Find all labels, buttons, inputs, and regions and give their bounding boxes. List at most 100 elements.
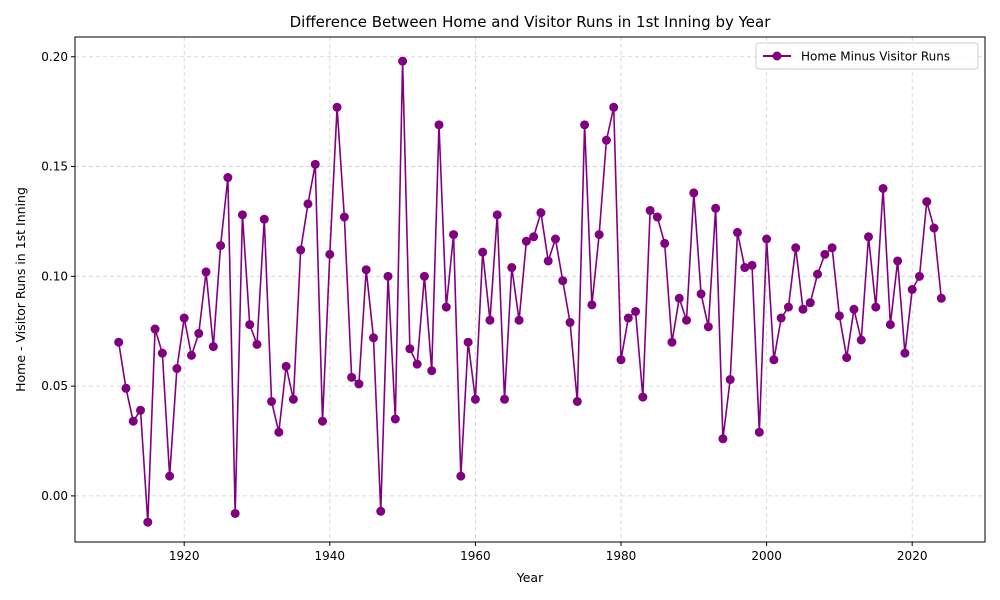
data-point [922, 197, 932, 207]
data-point [449, 230, 459, 240]
data-point [871, 302, 881, 312]
data-point [558, 276, 568, 286]
data-point [230, 508, 240, 518]
data-point [318, 416, 328, 426]
data-point [347, 372, 357, 382]
data-point [514, 315, 524, 325]
x-tick-label: 1940 [315, 549, 346, 563]
data-point [500, 394, 510, 404]
data-point [682, 315, 692, 325]
data-point [463, 337, 473, 347]
data-point [179, 313, 189, 323]
data-point [550, 234, 560, 244]
data-point [900, 348, 910, 358]
data-point [703, 322, 713, 332]
data-point [383, 271, 393, 281]
data-point [529, 232, 539, 242]
data-point [711, 203, 721, 213]
data-point [368, 333, 378, 343]
data-point [398, 56, 408, 66]
data-point [114, 337, 124, 347]
data-point [776, 313, 786, 323]
data-point [296, 245, 306, 255]
y-axis-label: Home - Visitor Runs in 1st Inning [13, 187, 28, 392]
plot-area-frame [74, 36, 986, 543]
data-point [405, 344, 415, 354]
series-line-group [114, 56, 946, 527]
data-point [281, 361, 291, 371]
x-axis-label: Year [516, 570, 544, 585]
data-point [208, 342, 218, 352]
data-point [769, 355, 779, 365]
data-point [813, 269, 823, 279]
data-point [288, 394, 298, 404]
data-point [580, 120, 590, 130]
data-point [361, 265, 371, 275]
x-tick-label: 2020 [897, 549, 928, 563]
data-point [521, 236, 531, 246]
data-point [390, 414, 400, 424]
legend-box [755, 42, 979, 70]
data-point [237, 210, 247, 220]
data-point [660, 238, 670, 248]
data-point [419, 271, 429, 281]
data-point [885, 320, 895, 330]
data-point [143, 517, 153, 527]
data-point [121, 383, 131, 393]
data-point [652, 212, 662, 222]
data-point [638, 392, 648, 402]
data-point [907, 285, 917, 294]
data-point [849, 304, 859, 314]
axis-ticks: 1920 1940 1960 1980 2000 2020 0.00 0.05 0.10 0.15… [41, 50, 927, 563]
y-tick-label: 0.00 [41, 489, 68, 503]
data-point [740, 263, 750, 273]
data-point [725, 375, 735, 385]
data-point [310, 159, 320, 169]
data-point [718, 434, 728, 444]
data-point [791, 243, 801, 253]
data-point [507, 263, 517, 273]
data-point [798, 304, 808, 314]
data-point [339, 212, 349, 222]
data-point [172, 364, 182, 374]
data-point [936, 293, 946, 303]
legend-marker-swatch [772, 51, 782, 61]
y-tick-label: 0.10 [41, 269, 68, 283]
data-point [805, 298, 815, 308]
data-point [732, 227, 742, 237]
data-point [747, 260, 757, 270]
data-point [645, 205, 655, 215]
data-point [674, 293, 684, 303]
data-point [434, 120, 444, 130]
data-point [245, 320, 255, 330]
data-point [929, 223, 939, 233]
y-tick-label: 0.20 [41, 50, 68, 64]
data-point [689, 188, 699, 198]
x-tick-label: 1920 [169, 549, 200, 563]
data-point [223, 173, 233, 183]
data-point [536, 208, 546, 218]
data-point [842, 353, 852, 363]
data-point [594, 230, 604, 240]
data-point [762, 234, 772, 244]
data-point [128, 416, 138, 426]
data-point [834, 311, 844, 321]
data-point [827, 243, 837, 253]
data-point [572, 396, 582, 406]
data-point [623, 313, 633, 323]
data-point [485, 315, 495, 325]
data-point [492, 210, 502, 220]
data-point [631, 306, 641, 316]
data-point [470, 394, 480, 404]
data-point [252, 339, 262, 349]
data-point [616, 355, 626, 365]
data-point [667, 337, 677, 347]
data-point [587, 300, 597, 310]
data-point [696, 289, 706, 299]
data-point [274, 427, 284, 437]
x-tick-label: 2000 [751, 549, 782, 563]
data-point [456, 471, 466, 481]
data-point [186, 350, 196, 360]
data-point [325, 249, 335, 259]
data-point [165, 471, 175, 481]
